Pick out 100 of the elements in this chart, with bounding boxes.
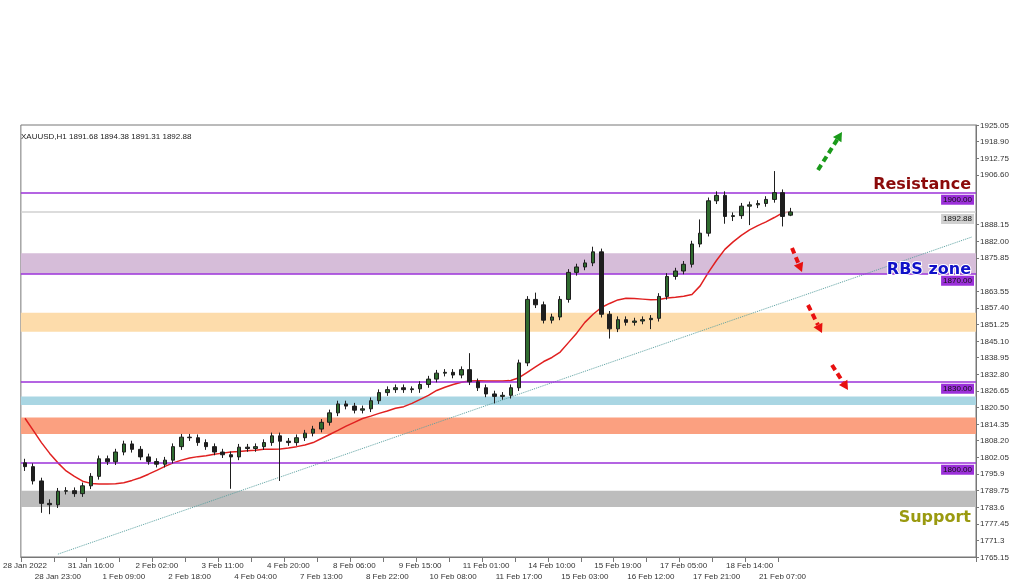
candlestick (336, 400, 340, 417)
candlestick (566, 268, 571, 304)
candlestick (294, 433, 299, 447)
ref-line-label: 1830.00 (943, 384, 973, 394)
candlestick (179, 433, 184, 451)
candlestick (698, 218, 702, 248)
candlestick (344, 400, 348, 410)
candlestick (665, 272, 669, 301)
candlestick (23, 458, 27, 472)
candlestick (764, 195, 768, 208)
candlestick (31, 462, 35, 485)
candlestick (731, 211, 735, 222)
candlestick (673, 267, 678, 281)
candlestick (616, 315, 620, 333)
candlestick (196, 433, 200, 447)
candlestick (138, 445, 143, 461)
y-tick-label: 1851.25 (980, 319, 1010, 329)
candlestick (187, 433, 192, 442)
y-tick-label: 1808.20 (980, 436, 1010, 446)
x-tick-label: 17 Feb 05:00 (660, 561, 708, 570)
x-tick-label: 28 Jan 23:00 (34, 572, 82, 581)
ref-line-label: 1900.00 (943, 195, 973, 205)
candlestick (245, 443, 250, 453)
x-tick-label: 9 Feb 15:00 (398, 561, 443, 570)
y-tick-label: 1845.10 (980, 336, 1010, 346)
x-tick-label: 18 Feb 14:00 (725, 561, 774, 570)
candlestick (352, 402, 357, 414)
candlestick (583, 259, 587, 271)
candlestick (772, 170, 777, 204)
y-tick-label: 1783.6 (980, 502, 1006, 512)
candlestick (47, 498, 52, 515)
candlestick (401, 384, 406, 394)
y-tick-label: 1795.9 (980, 469, 1006, 479)
candlestick (558, 295, 562, 321)
candlestick (39, 477, 44, 514)
candlestick (443, 368, 447, 377)
candlestick (369, 396, 373, 413)
x-tick-label: 15 Feb 19:00 (594, 561, 642, 570)
x-tick-label: 11 Feb 01:00 (462, 561, 510, 570)
candlestick (377, 388, 381, 405)
candlestick (327, 409, 332, 427)
y-tick-label: 1777.45 (980, 519, 1010, 529)
candlestick (105, 455, 110, 466)
candlestick (163, 456, 167, 468)
x-tick-label: 15 Feb 03:00 (561, 572, 610, 581)
x-tick-label: 8 Feb 06:00 (332, 561, 377, 570)
candlestick (451, 368, 455, 379)
candlestick (739, 202, 744, 220)
candlestick (484, 384, 488, 398)
candlestick (492, 390, 497, 404)
y-tick-label: 1875.85 (980, 253, 1010, 263)
candlestick (657, 292, 661, 323)
candlestick (467, 352, 472, 386)
x-tick-label: 11 Feb 17:00 (495, 572, 543, 581)
candlestick (550, 313, 554, 324)
annotation: Resistance (873, 173, 972, 193)
x-tick-label: 16 Feb 12:00 (627, 572, 675, 581)
x-tick-label: 17 Feb 21:00 (693, 572, 741, 581)
candlestick (788, 207, 793, 217)
y-tick-label: 1832.80 (980, 369, 1010, 379)
candlestick (517, 359, 521, 392)
y-tick-label: 1802.05 (980, 452, 1010, 462)
candlestick (607, 310, 612, 340)
ref-line-label: 1800.00 (943, 465, 973, 475)
candlestick (237, 443, 241, 461)
y-tick-label: 1906.60 (980, 170, 1010, 180)
annotation: Support (898, 506, 972, 526)
ref-line-label: 1870.00 (943, 276, 973, 286)
candlestick (97, 455, 101, 481)
candlestick (747, 201, 752, 226)
candlestick (113, 448, 118, 466)
candlestick (229, 451, 233, 490)
candlestick (434, 369, 439, 383)
y-tick-label: 1838.95 (980, 353, 1010, 363)
y-tick-label: 1826.65 (980, 386, 1010, 396)
x-tick-label: 7 Feb 13:00 (300, 572, 344, 581)
candlestick (319, 418, 324, 433)
candlestick (385, 385, 390, 397)
candlestick (122, 440, 126, 456)
candlestick (303, 429, 307, 442)
x-tick-label: 10 Feb 08:00 (429, 572, 478, 581)
y-tick-label: 1765.15 (980, 552, 1010, 562)
y-tick-label: 1925.05 (980, 120, 1010, 130)
candlestick (80, 482, 85, 498)
candlestick (756, 199, 760, 209)
candlestick (360, 405, 365, 414)
text: XAUUSD,H1 1891.68 1894.38 1891.31 1892.88 (21, 131, 192, 141)
y-tick-label: 1863.55 (980, 286, 1010, 296)
candlestick (56, 487, 60, 509)
candlestick (426, 375, 431, 389)
x-tick-label: 31 Jan 16:00 (67, 561, 115, 570)
y-tick-label: 1912.75 (980, 153, 1010, 163)
x-tick-label: 4 Feb 20:00 (267, 561, 311, 570)
candlestick (649, 314, 653, 330)
candlestick (270, 432, 274, 447)
candlestick (89, 472, 93, 490)
candlestick (681, 260, 686, 275)
candlestick (599, 248, 604, 318)
candlestick (72, 486, 77, 498)
candlestick (311, 425, 315, 437)
